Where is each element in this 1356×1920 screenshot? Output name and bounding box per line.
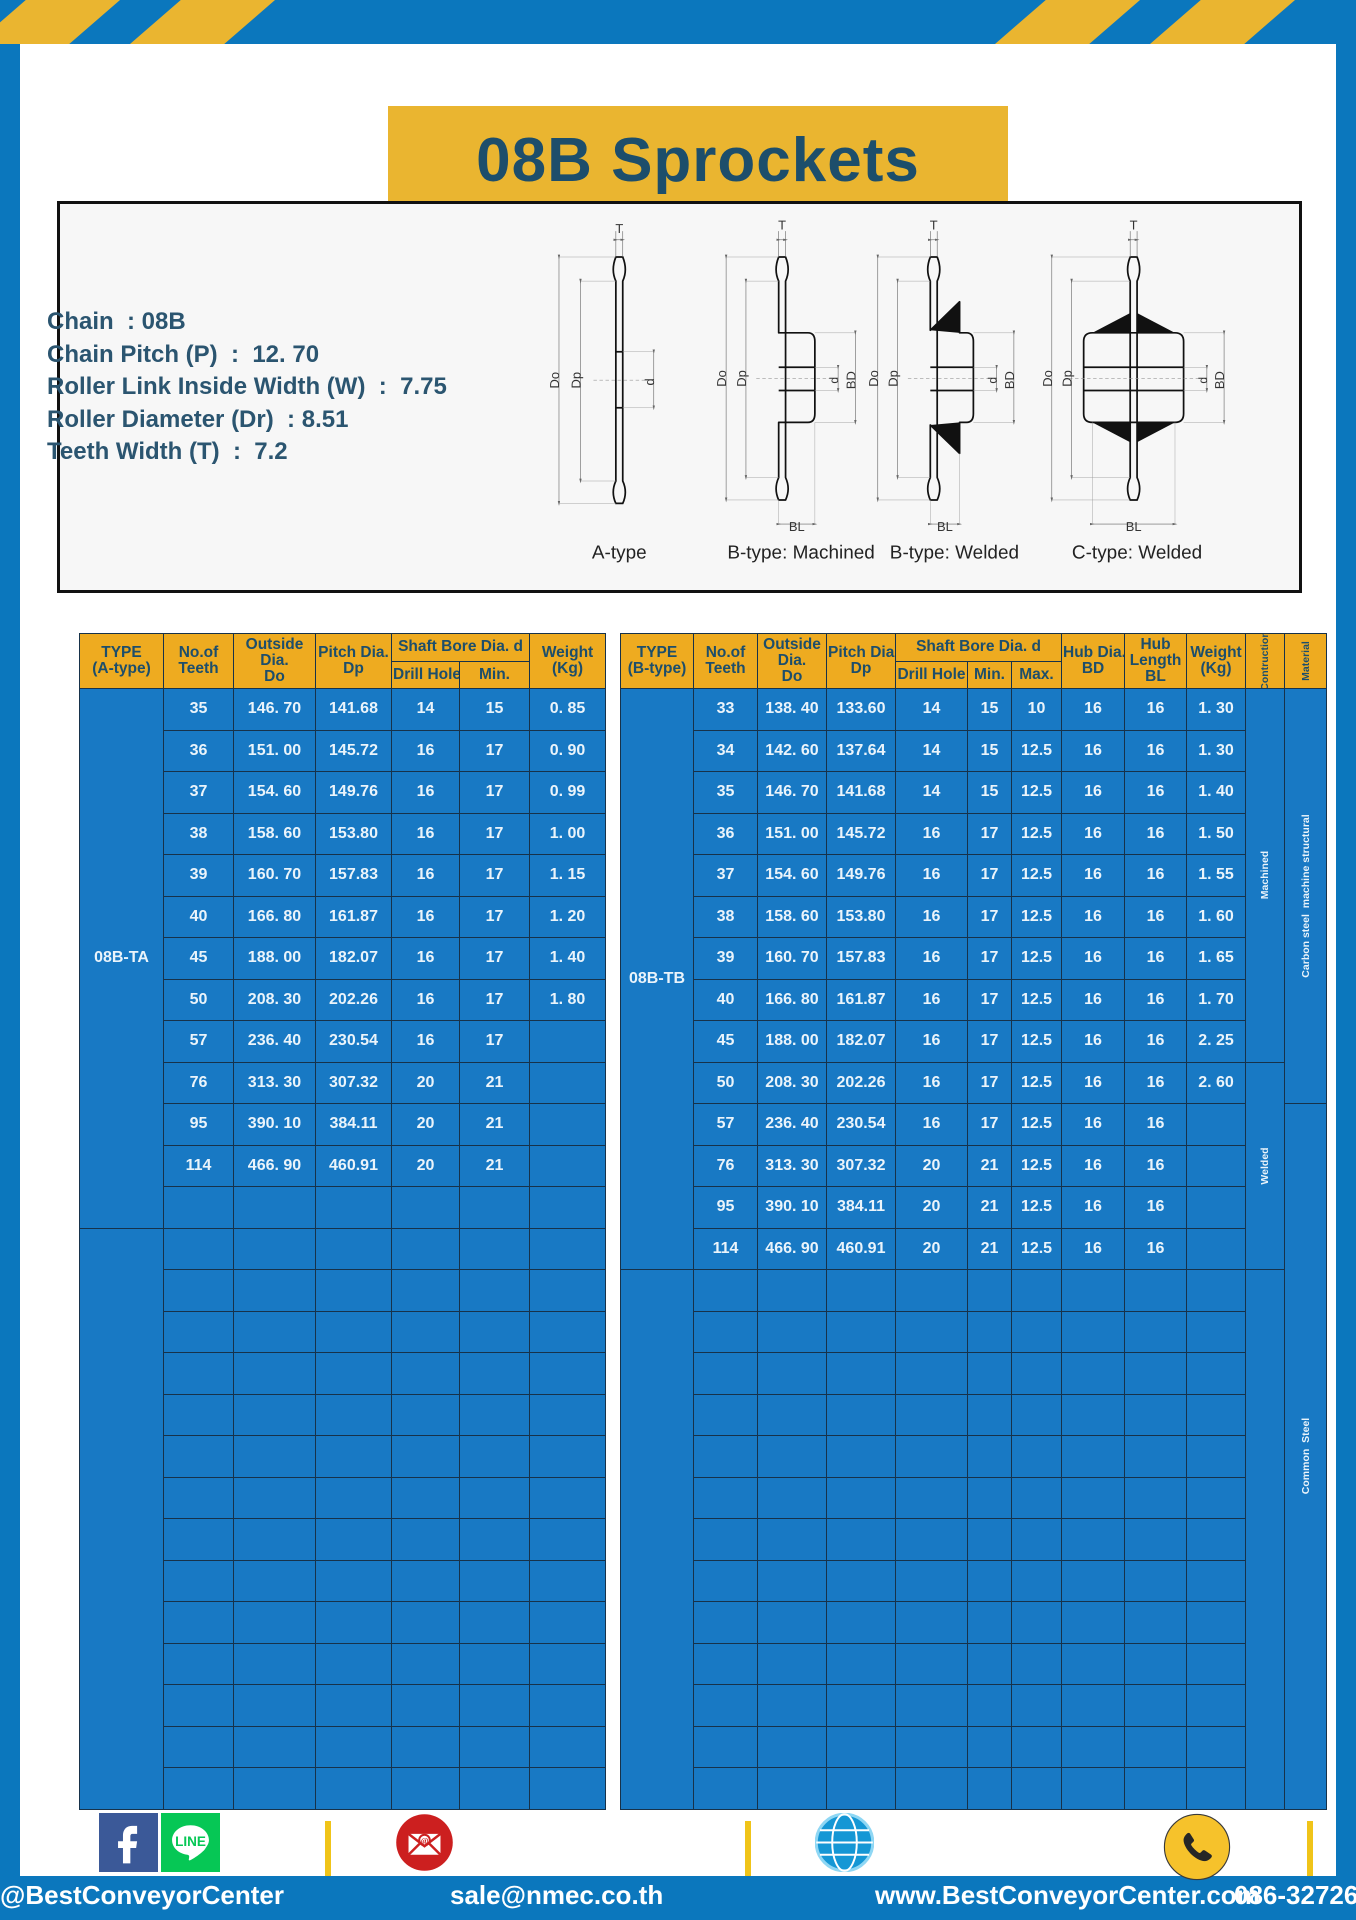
svg-text:B-type: Welded: B-type: Welded [890,541,1019,563]
svg-text:BL: BL [937,520,953,535]
svg-text:Do: Do [1041,370,1056,387]
svg-text:T: T [930,218,938,233]
svg-text:d: d [1196,377,1210,384]
svg-text:Do: Do [548,372,563,389]
svg-text:d: d [643,378,658,385]
svg-text:C-type: Welded: C-type: Welded [1072,541,1202,563]
svg-text:BL: BL [789,520,805,535]
svg-text:BD: BD [1213,371,1228,389]
svg-text:T: T [778,218,786,233]
svg-text:BL: BL [1126,520,1142,535]
svg-text:BD: BD [1003,371,1018,389]
svg-text:T: T [615,222,623,237]
svg-text:Dp: Dp [569,372,584,389]
svg-text:Do: Do [867,370,882,387]
svg-text:@: @ [421,1836,429,1846]
svg-text:A-type: A-type [592,541,647,563]
svg-text:B-type: Machined: B-type: Machined [727,541,874,563]
svg-text:Dp: Dp [735,370,750,387]
svg-text:LINE: LINE [175,1834,206,1849]
svg-text:d: d [985,377,999,384]
svg-text:Do: Do [715,370,730,387]
svg-text:BD: BD [844,371,859,389]
svg-text:d: d [827,377,841,384]
svg-text:Dp: Dp [1060,370,1075,387]
svg-text:T: T [1130,218,1138,233]
svg-text:Dp: Dp [886,370,901,387]
